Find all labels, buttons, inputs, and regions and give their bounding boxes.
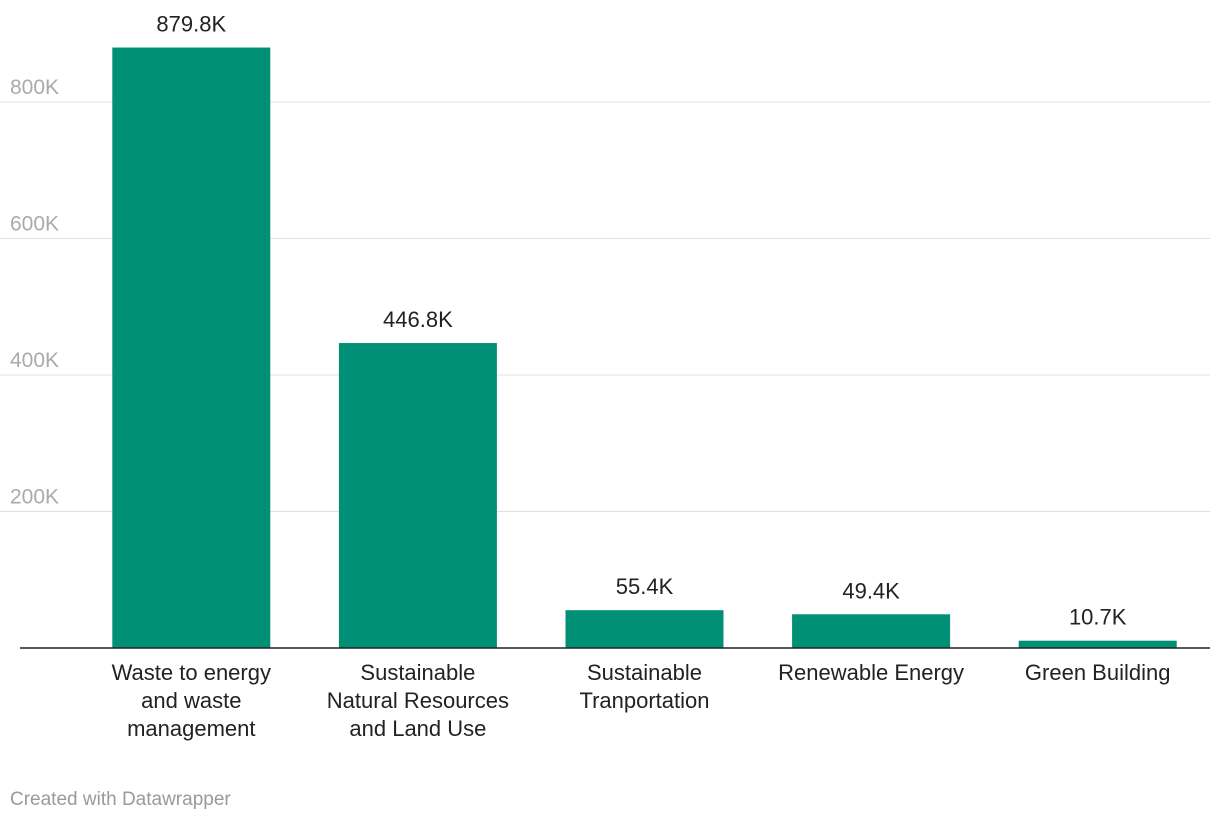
bars — [112, 47, 1177, 648]
bar-value-label: 879.8K — [156, 12, 226, 37]
credit-text: Created with Datawrapper — [10, 789, 231, 810]
bar-5 — [1018, 640, 1177, 648]
bar-value-label: 55.4K — [616, 574, 674, 599]
x-category-label: Sustainable Tranportation — [579, 660, 709, 713]
bar-2 — [338, 343, 497, 648]
x-category-label: Sustainable Natural Resources and Land Use — [327, 660, 509, 741]
bar-1 — [112, 47, 271, 648]
x-category-label: Green Building — [1025, 660, 1171, 685]
bar-3 — [565, 610, 724, 648]
value-labels: 879.8K 446.8K 55.4K 49.4K 10.7K — [156, 12, 1126, 630]
y-tick-label: 600K — [10, 213, 59, 236]
category-labels: Waste to energy and waste management Sustai… — [112, 660, 1171, 741]
bar-value-label: 446.8K — [383, 307, 453, 332]
y-tick-label: 200K — [10, 486, 59, 509]
x-category-label: Waste to energy and waste management — [112, 660, 271, 741]
bar-value-label: 49.4K — [842, 578, 900, 603]
x-category-label: Renewable Energy — [778, 660, 964, 685]
y-tick-label: 800K — [10, 76, 59, 99]
bar-4 — [792, 614, 951, 648]
bar-value-label: 10.7K — [1069, 605, 1127, 630]
y-tick-label: 400K — [10, 349, 59, 372]
